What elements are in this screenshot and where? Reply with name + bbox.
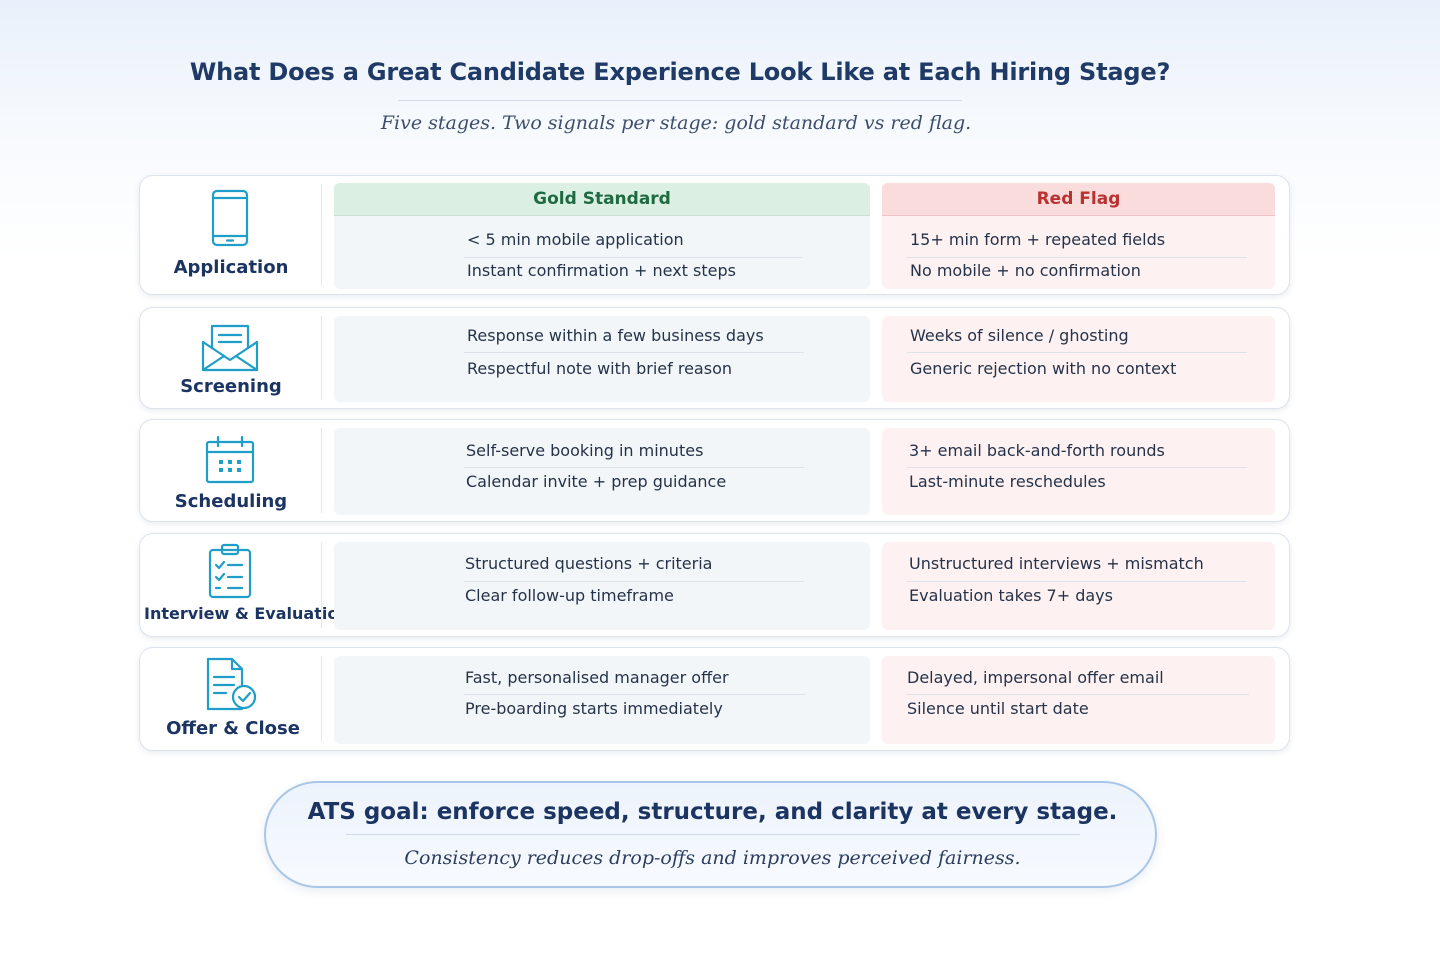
gold-item: Response within a few business days	[467, 326, 764, 345]
red-item: Delayed, impersonal offer email	[907, 668, 1164, 687]
gold-item: Calendar invite + prep guidance	[466, 472, 727, 491]
gold-standard-panel: Self-serve booking in minutes Calendar i…	[334, 428, 870, 515]
mobile-phone-icon	[200, 188, 260, 248]
stage-cell: Application	[140, 176, 322, 294]
stage-label: Interview & Evaluation	[144, 604, 350, 623]
stage-label: Screening	[180, 376, 282, 397]
title-divider	[398, 100, 962, 101]
stage-label: Application	[173, 257, 289, 278]
red-flag-panel: Weeks of silence / ghosting Generic reje…	[882, 316, 1275, 402]
stage-cell: Screening	[140, 308, 322, 408]
item-divider	[464, 257, 802, 258]
item-divider	[464, 581, 804, 582]
red-flag-panel: Unstructured interviews + mismatch Evalu…	[882, 542, 1275, 630]
stage-divider	[321, 542, 322, 628]
gold-standard-panel: Structured questions + criteria Clear fo…	[334, 542, 870, 630]
red-flag-panel: Delayed, impersonal offer email Silence …	[882, 656, 1275, 744]
stage-divider	[321, 316, 322, 400]
gold-item: Respectful note with brief reason	[467, 359, 732, 378]
calendar-icon	[200, 432, 260, 492]
gold-standard-panel: Fast, personalised manager offer Pre-boa…	[334, 656, 870, 744]
gold-standard-panel: Gold Standard < 5 min mobile application…	[334, 183, 870, 289]
page-subtitle: Five stages. Two signals per stage: gold…	[380, 112, 972, 134]
gold-item: Instant confirmation + next steps	[467, 261, 736, 280]
stage-label: Offer & Close	[166, 718, 300, 739]
item-divider	[907, 581, 1247, 582]
stage-row-offer-close: Offer & Close Fast, personalised manager…	[139, 647, 1290, 751]
ats-goal-callout: ATS goal: enforce speed, structure, and …	[264, 781, 1157, 888]
red-item: Last-minute reschedules	[909, 472, 1106, 491]
gold-item: Fast, personalised manager offer	[465, 668, 729, 687]
red-flag-panel: Red Flag 15+ min form + repeated fields …	[882, 183, 1275, 289]
item-divider	[907, 257, 1247, 258]
gold-standard-header: Gold Standard	[334, 183, 870, 216]
stage-cell: Offer & Close	[140, 648, 322, 750]
item-divider	[907, 467, 1247, 468]
stage-cell: Scheduling	[140, 420, 322, 521]
document-check-icon	[202, 655, 262, 715]
callout-divider	[346, 834, 1080, 835]
red-item: No mobile + no confirmation	[910, 261, 1141, 280]
page-title: What Does a Great Candidate Experience L…	[189, 58, 1171, 86]
stage-row-interview-evaluation: Interview & Evaluation Structured questi…	[139, 533, 1290, 637]
stage-label: Scheduling	[174, 491, 288, 512]
stage-divider	[321, 184, 322, 286]
red-flag-header: Red Flag	[882, 183, 1275, 216]
item-divider	[464, 467, 804, 468]
clipboard-checklist-icon	[200, 541, 260, 601]
red-item: Silence until start date	[907, 699, 1089, 718]
gold-item: Pre-boarding starts immediately	[465, 699, 723, 718]
stage-row-application: Application Gold Standard < 5 min mobile…	[139, 175, 1290, 295]
item-divider	[464, 694, 806, 695]
stage-divider	[321, 428, 322, 513]
red-item: Weeks of silence / ghosting	[910, 326, 1129, 345]
gold-item: Structured questions + criteria	[465, 554, 713, 573]
stage-cell: Interview & Evaluation	[140, 534, 350, 636]
item-divider	[907, 694, 1249, 695]
red-flag-panel: 3+ email back-and-forth rounds Last-minu…	[882, 428, 1275, 515]
red-item: Evaluation takes 7+ days	[909, 586, 1113, 605]
item-divider	[464, 352, 804, 353]
gold-item: Self-serve booking in minutes	[466, 441, 704, 460]
callout-subtitle: Consistency reduces drop-offs and improv…	[404, 847, 1021, 869]
gold-item: Clear follow-up timeframe	[465, 586, 674, 605]
envelope-icon	[200, 318, 260, 378]
red-item: 15+ min form + repeated fields	[910, 230, 1166, 249]
callout-title: ATS goal: enforce speed, structure, and …	[307, 799, 1118, 825]
red-item: 3+ email back-and-forth rounds	[909, 441, 1165, 460]
red-item: Generic rejection with no context	[910, 359, 1177, 378]
gold-item: < 5 min mobile application	[467, 230, 684, 249]
stage-row-screening: Screening Response within a few business…	[139, 307, 1290, 409]
gold-standard-panel: Response within a few business days Resp…	[334, 316, 870, 402]
stage-divider	[321, 656, 322, 742]
item-divider	[907, 352, 1247, 353]
red-item: Unstructured interviews + mismatch	[909, 554, 1204, 573]
stage-row-scheduling: Scheduling Self-serve booking in minutes…	[139, 419, 1290, 522]
